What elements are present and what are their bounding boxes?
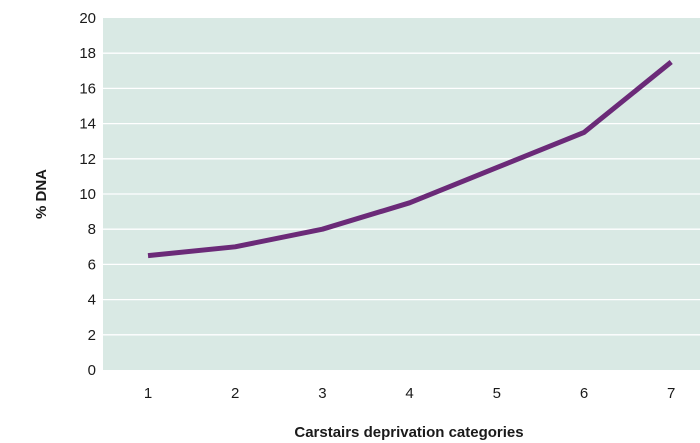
y-tick-label: 20	[79, 10, 96, 27]
x-tick-label: 7	[667, 385, 675, 402]
x-axis-title: Carstairs deprivation categories	[294, 424, 523, 441]
series-line	[147, 60, 673, 259]
y-tick-label: 8	[88, 221, 96, 238]
gridlines	[103, 52, 700, 336]
y-axis-tick-labels: 0 2 4 6 8 10 12 14 16 18 20	[79, 10, 96, 379]
y-tick-label: 2	[88, 327, 96, 344]
y-axis-title: % DNA	[33, 169, 50, 219]
y-tick-label: 14	[79, 116, 96, 133]
x-tick-label: 2	[231, 385, 239, 402]
y-tick-label: 16	[79, 80, 96, 97]
y-tick-label: 6	[88, 256, 96, 273]
x-tick-label: 4	[405, 385, 413, 402]
x-axis-tick-labels: 1 2 3 4 5 6 7	[144, 385, 676, 402]
x-tick-label: 3	[318, 385, 326, 402]
y-tick-label: 10	[79, 186, 96, 203]
x-tick-label: 5	[493, 385, 501, 402]
y-tick-label: 4	[88, 292, 96, 309]
y-tick-label: 0	[88, 362, 96, 379]
x-tick-label: 1	[144, 385, 152, 402]
y-tick-label: 18	[79, 45, 96, 62]
x-tick-label: 6	[580, 385, 588, 402]
y-tick-label: 12	[79, 151, 96, 168]
